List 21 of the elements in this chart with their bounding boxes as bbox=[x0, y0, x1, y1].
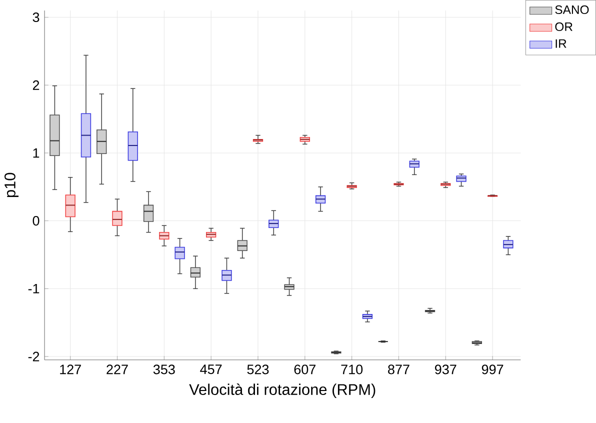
x-tick-label: 227 bbox=[106, 364, 128, 374]
x-tick-label: 353 bbox=[153, 364, 175, 374]
x-tick-label: 457 bbox=[200, 364, 222, 374]
legend-label: IR bbox=[556, 40, 566, 48]
x-tick-label: 523 bbox=[247, 364, 269, 374]
y-tick-label: 0 bbox=[32, 216, 40, 226]
x-axis-title: Velocità di rotazione (RPM) bbox=[189, 384, 376, 398]
y-tick-label: 2 bbox=[32, 80, 40, 90]
y-tick-label: 3 bbox=[32, 12, 40, 22]
x-tick-label: 127 bbox=[60, 364, 81, 374]
y-tick-label: -1 bbox=[28, 284, 40, 294]
x-tick-label: 710 bbox=[341, 364, 363, 374]
y-tick-label: 1 bbox=[33, 148, 40, 158]
legend-label: SANO bbox=[555, 6, 589, 14]
x-tick-label: 937 bbox=[435, 364, 456, 374]
x-tick-label: 877 bbox=[388, 364, 410, 374]
x-tick-label: 607 bbox=[294, 364, 316, 374]
y-axis-title: p10 bbox=[4, 173, 19, 198]
y-tick-label: -2 bbox=[28, 352, 40, 362]
legend-label: OR bbox=[555, 22, 572, 32]
x-tick-label: 997 bbox=[482, 364, 504, 374]
